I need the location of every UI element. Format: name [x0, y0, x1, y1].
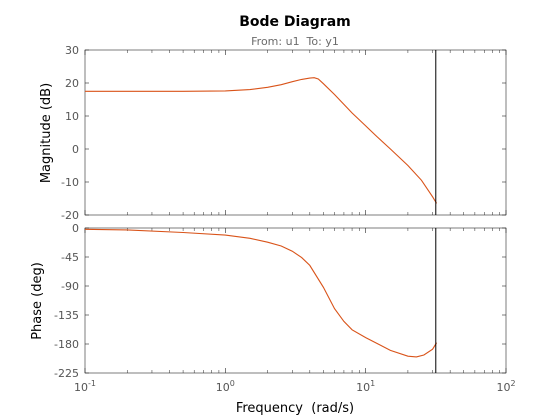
frequency-xtick-label: 100: [216, 379, 235, 394]
magnitude-ytick-label: 30: [65, 44, 79, 57]
magnitude-axes-frame: [84, 49, 507, 216]
frequency-xtick-label: 102: [496, 379, 515, 394]
magnitude-series-line: [85, 77, 438, 204]
magnitude-ytick-label: 10: [65, 110, 79, 123]
frequency-axis-label: Frequency (rad/s): [236, 401, 354, 416]
phase-ytick-label: -45: [61, 251, 79, 264]
phase-ytick-label: -225: [54, 367, 79, 380]
phase-ytick-label: -180: [54, 338, 79, 351]
phase-ytick-label: -90: [61, 280, 79, 293]
phase-axis-label: Phase (deg): [30, 262, 45, 340]
magnitude-axis-label: Magnitude (dB): [39, 83, 54, 183]
magnitude-plot: 30 20 10 0 -10 -20: [61, 44, 507, 222]
frequency-xtick-label: 101: [356, 379, 375, 394]
xtick-exponent: -1: [88, 379, 96, 388]
phase-series-line: [84, 228, 438, 358]
chart-title: Bode Diagram: [239, 14, 351, 30]
frequency-xtick-label: 10-1: [74, 379, 96, 394]
magnitude-ytick-label: -20: [61, 209, 79, 222]
phase-ytick-label: -135: [54, 309, 79, 322]
chart-subtitle: From: u1 To: y1: [251, 35, 339, 48]
xtick-exponent: 0: [230, 379, 235, 388]
phase-axes-frame: [84, 227, 507, 374]
xtick-exponent: 1: [370, 379, 375, 388]
magnitude-ytick-label: 0: [72, 143, 79, 156]
magnitude-ytick-label: 20: [65, 77, 79, 90]
magnitude-ytick-label: -10: [61, 176, 79, 189]
xtick-exponent: 2: [510, 379, 515, 388]
phase-ytick-label: 0: [72, 222, 79, 235]
